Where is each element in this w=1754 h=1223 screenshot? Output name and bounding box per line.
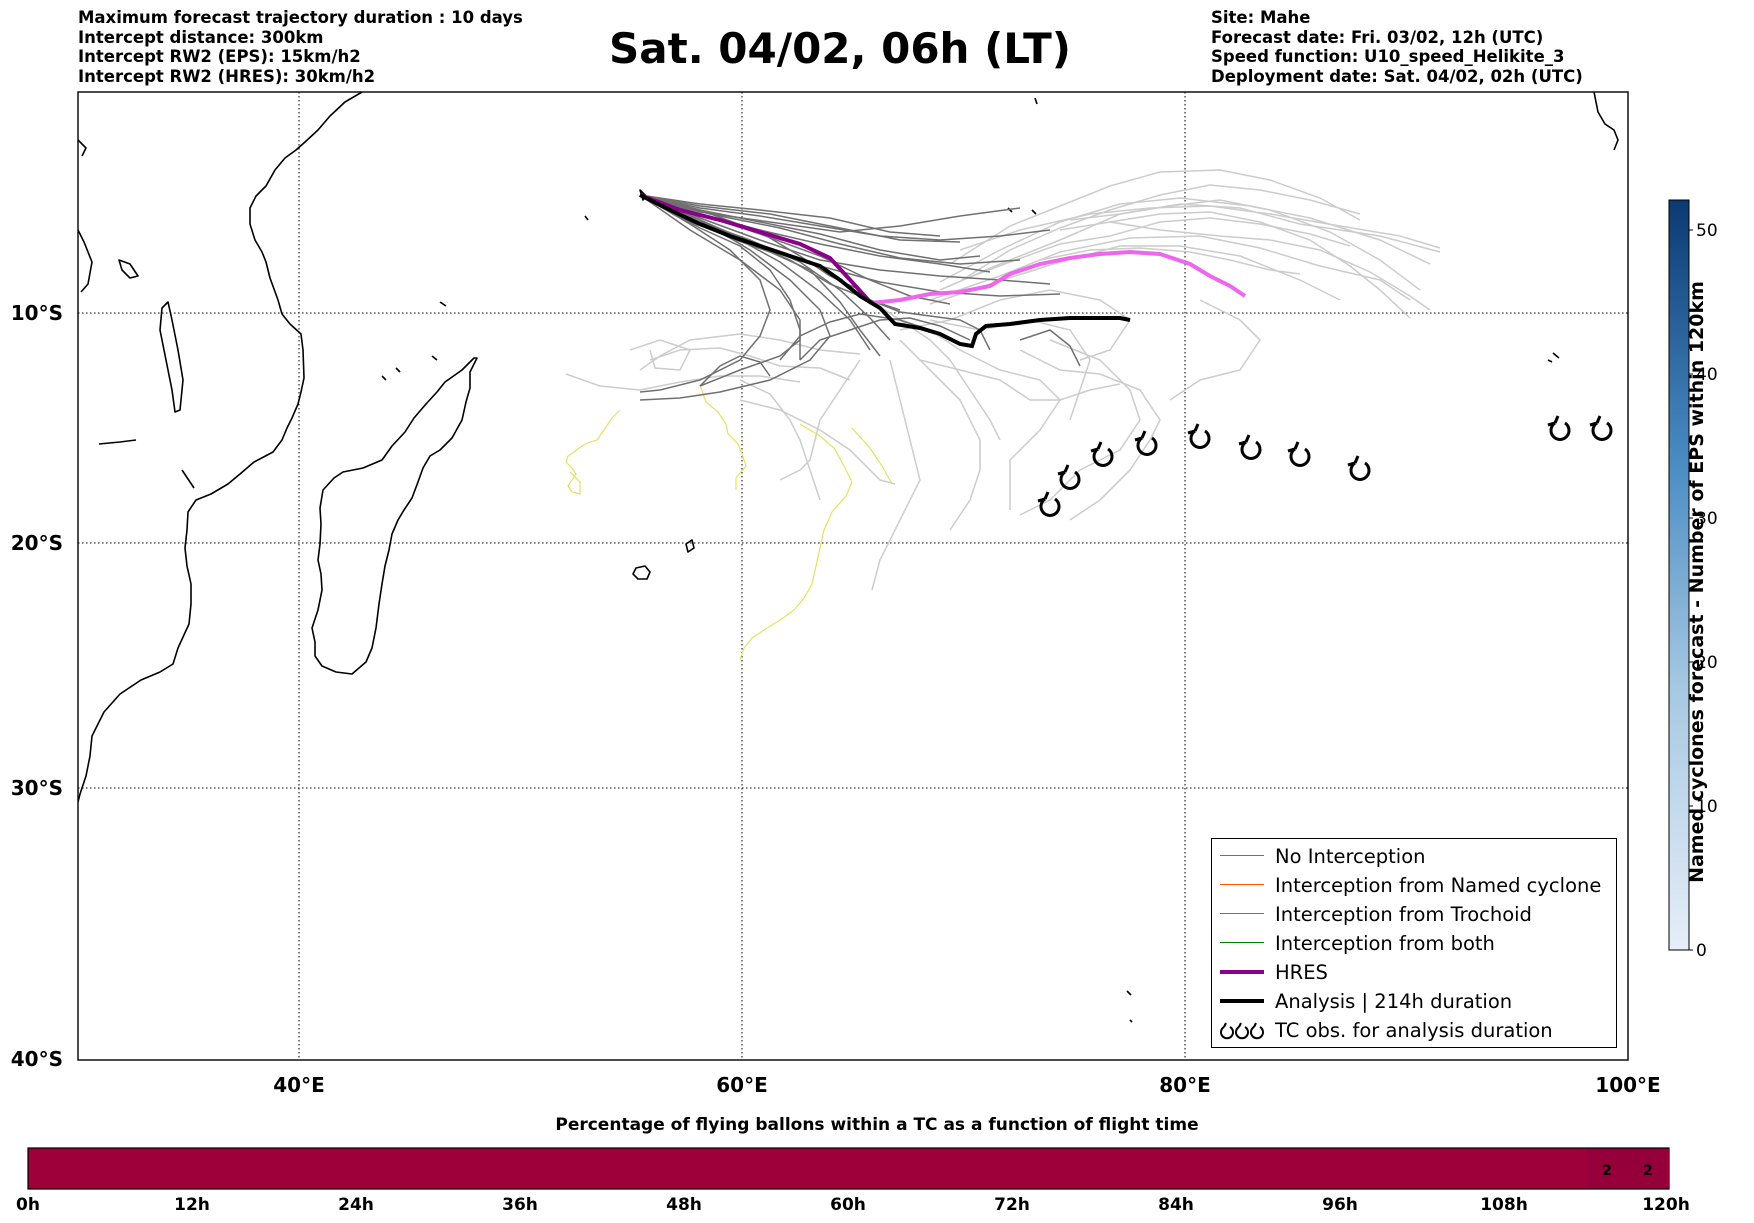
header-right-line: Site: Mahe — [1211, 8, 1311, 27]
lon-tick-label: 40°E — [273, 1073, 325, 1097]
header-right-line: Speed function: U10_speed_Helikite_3 — [1211, 47, 1565, 66]
flight-time-bar: 2 2 0h 12h 24h 36h 48h 60h 72h 84h 96h 1… — [16, 1147, 1690, 1215]
flight-bar-tick-label: 84h — [1158, 1195, 1194, 1215]
legend-label: TC obs. for analysis duration — [1275, 1019, 1553, 1042]
coastlines — [78, 92, 1619, 1023]
colorbar-tick-label: 10 — [1696, 797, 1718, 817]
legend-item-both: Interception from both — [1212, 929, 1616, 958]
legend-label: Interception from both — [1275, 932, 1495, 955]
flight-bar-tick-label: 24h — [338, 1195, 374, 1215]
colorbar-tick-label: 30 — [1696, 509, 1718, 529]
flight-bar-tick-label: 96h — [1322, 1195, 1358, 1215]
legend-item-named-cyclone: Interception from Named cyclone — [1212, 871, 1616, 900]
legend-item-trochoid: Interception from Trochoid — [1212, 900, 1616, 929]
legend-label: Interception from Trochoid — [1275, 903, 1532, 926]
tc-obs-icon — [1220, 1022, 1264, 1040]
legend-swatch — [1220, 884, 1264, 885]
map-gridlines — [78, 92, 1628, 1060]
tc-observation-markers — [1037, 415, 1613, 517]
lon-tick-label: 100°E — [1595, 1073, 1660, 1097]
lat-tick-label: 40°S — [11, 1047, 63, 1071]
cyclone-colorbar: 0 10 20 30 40 50 — [1668, 199, 1718, 961]
lat-tick-label: 20°S — [11, 531, 63, 555]
lat-axis: 10°S 20°S 30°S 40°S — [11, 301, 63, 1071]
legend-swatch — [1220, 913, 1264, 914]
lat-tick-label: 30°S — [11, 776, 63, 800]
legend-item-no-interception: No Interception — [1212, 842, 1616, 871]
hres-trajectory — [639, 193, 873, 305]
header-right-info: Site: Mahe Forecast date: Fri. 03/02, 12… — [1211, 8, 1583, 86]
legend-label: Interception from Named cyclone — [1275, 874, 1602, 897]
hres-trajectory-later — [870, 249, 1247, 305]
lon-tick-label: 80°E — [1159, 1073, 1211, 1097]
legend-label: Analysis | 214h duration — [1275, 990, 1513, 1013]
legend-swatch — [1220, 970, 1264, 974]
header-left-line: Intercept RW2 (EPS): 15km/h2 — [78, 47, 361, 66]
flight-bar-tick-label: 0h — [16, 1195, 40, 1215]
map-title: Sat. 04/02, 06h (LT) — [609, 24, 1071, 73]
flight-bar-title: Percentage of flying ballons within a TC… — [555, 1115, 1199, 1135]
ensemble-trajectories-dark — [639, 194, 1081, 401]
lat-tick-label: 10°S — [11, 301, 63, 325]
header-left-line: Intercept RW2 (HRES): 30km/h2 — [78, 66, 376, 86]
flight-bar-tick-label: 48h — [666, 1195, 702, 1215]
header-right-line: Deployment date: Sat. 04/02, 02h (UTC) — [1211, 66, 1583, 86]
header-left-info: Maximum forecast trajectory duration : 1… — [78, 8, 523, 86]
legend-label: No Interception — [1275, 845, 1426, 868]
flight-bar-cell-label: 2 — [1643, 1163, 1653, 1179]
legend-swatch — [1220, 942, 1264, 943]
legend-label: HRES — [1275, 961, 1328, 984]
legend-swatch — [1220, 855, 1264, 856]
map-legend: No Interception Interception from Named … — [1211, 838, 1617, 1048]
flight-bar-cell-label: 2 — [1602, 1163, 1612, 1179]
lon-tick-label: 60°E — [716, 1073, 768, 1097]
header-left-line: Intercept distance: 300km — [78, 27, 324, 47]
colorbar-tick-label: 40 — [1696, 365, 1718, 385]
flight-bar-tick-label: 12h — [174, 1195, 210, 1215]
legend-item-hres: HRES — [1212, 958, 1616, 987]
colorbar-tick-label: 50 — [1696, 221, 1718, 241]
colorbar-tick-label: 0 — [1696, 941, 1707, 961]
flight-bar-tick-label: 36h — [502, 1195, 538, 1215]
flight-bar-tick-label: 120h — [1642, 1195, 1690, 1215]
colorbar-label: Named cyclones forecast - Number of EPS … — [1686, 281, 1708, 883]
header-right-line: Forecast date: Fri. 03/02, 12h (UTC) — [1211, 27, 1544, 47]
legend-swatch — [1220, 999, 1264, 1003]
legend-item-analysis: Analysis | 214h duration — [1212, 987, 1616, 1016]
flight-bar-tick-label: 60h — [830, 1195, 866, 1215]
trochoid-tracks — [565, 384, 893, 661]
analysis-trajectory — [639, 193, 1131, 349]
header-left-line: Maximum forecast trajectory duration : 1… — [78, 8, 523, 27]
flight-bar-tick-label: 108h — [1480, 1195, 1528, 1215]
legend-item-tc-obs: TC obs. for analysis duration — [1212, 1016, 1616, 1045]
map-frame — [77, 91, 1629, 1061]
lon-axis: 40°E 60°E 80°E 100°E — [273, 1073, 1660, 1097]
flight-bar-tick-label: 72h — [994, 1195, 1030, 1215]
colorbar-tick-label: 20 — [1696, 653, 1718, 673]
